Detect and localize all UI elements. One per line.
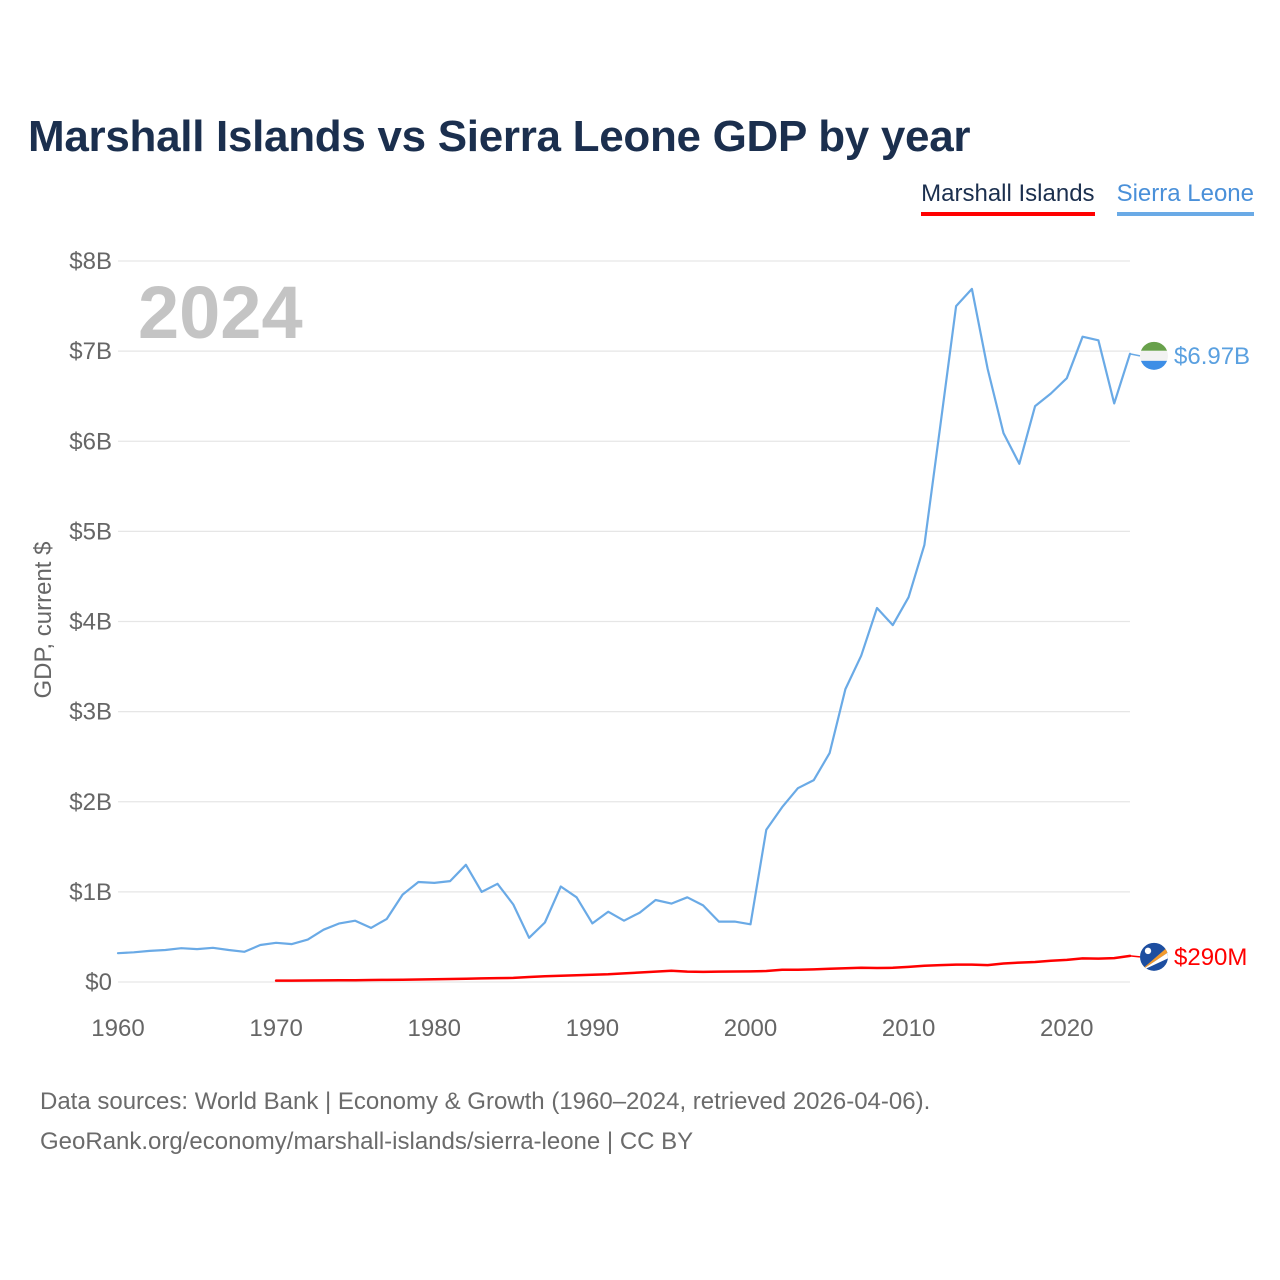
end-value-label-marshall-islands: $290M [1174, 944, 1247, 971]
series-end-labels: $290M $6.97B [1129, 341, 1250, 971]
y-tick-label: $3B [69, 699, 112, 726]
end-connector [1129, 353, 1141, 357]
y-tick-label: $7B [69, 338, 112, 365]
series-lines [116, 287, 1132, 982]
series-line-marshall-islands [274, 954, 1132, 982]
sierra-leone-flag-icon [1140, 341, 1168, 370]
legend-item-sierra-leone[interactable]: Sierra Leone [1116, 180, 1254, 216]
y-tick-label: $1B [69, 879, 112, 906]
y-tick-label: $4B [69, 609, 112, 636]
x-tick-label: 2000 [724, 1015, 777, 1042]
source-note: Data sources: World Bank | Economy & Gro… [40, 1082, 930, 1162]
y-tick-label: $0 [85, 969, 112, 996]
line-chart: $0$1B$2B$3B$4B$5B$6B$7B$8B 1960 1970 1980 1… [69, 248, 1250, 1042]
x-tick-label: 1960 [91, 1015, 144, 1042]
x-tick-label: 1970 [249, 1015, 302, 1042]
source-line-2: GeoRank.org/economy/marshall-islands/sie… [40, 1128, 694, 1155]
y-tick-label: $2B [69, 789, 112, 816]
y-axis-ticks: $0 $1B $2B $3B $4B $5B $6B $7B $8B [69, 248, 112, 996]
end-value-label-sierra-leone: $6.97B [1174, 343, 1250, 370]
year-watermark: 2024 [138, 271, 303, 354]
grid-lines [118, 260, 1130, 983]
x-tick-label: 1990 [566, 1015, 619, 1042]
y-tick-label: $8B [69, 248, 112, 275]
legend: Marshall Islands Sierra Leone [921, 180, 1254, 216]
end-connector [1129, 955, 1141, 958]
source-line-1: Data sources: World Bank | Economy & Gro… [40, 1088, 931, 1115]
marshall-islands-flag-icon [1140, 942, 1168, 971]
series-line-sierra-leone [116, 287, 1132, 955]
x-tick-label: 2010 [882, 1015, 935, 1042]
x-tick-label: 2020 [1040, 1015, 1093, 1042]
x-axis-ticks: 1960 1970 1980 1990 2000 2010 2020 [91, 1015, 1093, 1042]
legend-item-marshall-islands[interactable]: Marshall Islands [921, 180, 1095, 216]
y-tick-label: $6B [69, 428, 112, 455]
chart-title: Marshall Islands vs Sierra Leone GDP by … [28, 112, 971, 161]
x-tick-label: 1980 [408, 1015, 461, 1042]
y-tick-label: $5B [69, 518, 112, 545]
